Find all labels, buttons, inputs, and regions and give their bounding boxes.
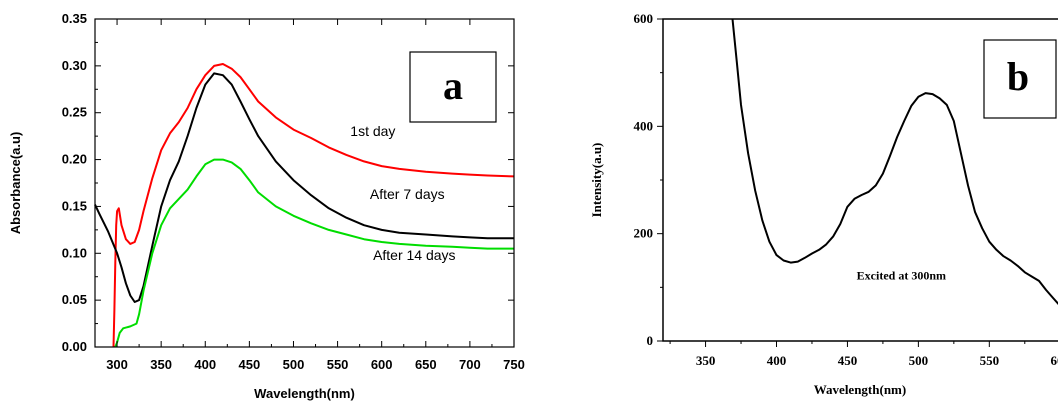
x-tick-label-a-5: 550 xyxy=(327,357,349,372)
y-tick-label-b-3: 600 xyxy=(634,11,654,26)
x-tick-label-b-0: 350 xyxy=(696,353,716,368)
x-tick-label-b-3: 500 xyxy=(909,353,929,368)
series-line-a-2 xyxy=(114,158,514,348)
y-tick-label-a-0: 0.00 xyxy=(62,339,87,354)
x-tick-label-a-7: 650 xyxy=(415,357,437,372)
y-tick-label-a-1: 0.05 xyxy=(62,292,87,307)
annotations-b: Excited at 300nm xyxy=(857,268,946,282)
x-tick-label-a-2: 400 xyxy=(194,357,216,372)
annotation-a-1: After 7 days xyxy=(370,186,445,202)
y-tick-label-b-2: 400 xyxy=(634,118,654,133)
plot-area-b xyxy=(731,18,1058,306)
series-line-a-1 xyxy=(94,72,514,303)
x-axis-title-a: Wavelength(nm) xyxy=(254,386,355,401)
y-axis-title-b: Intensity(a.u) xyxy=(589,143,604,218)
y-axis-a: 0.00 0.05 0.10 0.15 0.20 0.25 0.30 0.35 xyxy=(62,11,514,354)
y-tick-label-b-1: 200 xyxy=(634,226,654,241)
panel-letter-box-a xyxy=(409,51,497,123)
x-tick-label-a-4: 500 xyxy=(283,357,305,372)
y-tick-label-a-6: 0.30 xyxy=(62,58,87,73)
x-tick-label-a-3: 450 xyxy=(239,357,261,372)
x-tick-label-b-5: 600 xyxy=(1051,353,1058,368)
x-tick-label-b-4: 550 xyxy=(980,353,1000,368)
y-axis-b: 0 200 400 600 xyxy=(634,11,663,348)
x-axis-b: 350 400 450 500 550 600 xyxy=(669,341,1058,368)
y-tick-label-a-7: 0.35 xyxy=(62,11,87,26)
x-tick-label-b-1: 400 xyxy=(767,353,787,368)
annotation-b-0: Excited at 300nm xyxy=(857,268,946,282)
annotations-a: 1st day After 7 days After 14 days xyxy=(350,123,455,263)
y-tick-label-b-0: 0 xyxy=(647,333,654,348)
y-axis-title-a: Absorbance(a.u) xyxy=(8,132,23,235)
x-tick-label-a-6: 600 xyxy=(371,357,393,372)
x-tick-label-a-0: 300 xyxy=(106,357,128,372)
panel-letter-b: b xyxy=(1007,54,1029,99)
x-tick-label-b-2: 450 xyxy=(838,353,858,368)
plot-area-a xyxy=(94,63,515,348)
x-axis-title-b: Wavelength(nm) xyxy=(814,382,906,397)
annotation-a-0: 1st day xyxy=(350,123,395,139)
y-tick-label-a-3: 0.15 xyxy=(62,198,87,213)
x-axis-a: 300 350 400 450 500 550 600 650 700 750 xyxy=(94,19,525,372)
y-tick-label-a-5: 0.25 xyxy=(62,105,87,120)
y-tick-label-a-2: 0.10 xyxy=(62,245,87,260)
panel-letter-a: a xyxy=(443,63,463,108)
panel-letter-box-b xyxy=(983,39,1057,119)
chart-panel-a: 0.00 0.05 0.10 0.15 0.20 0.25 0.30 0.35 300 350 4… xyxy=(8,11,525,401)
series-line-b-0 xyxy=(731,18,1058,306)
chart-panel-b: 0 200 400 600 350 400 450 500 550 600 Wavelength… xyxy=(589,11,1058,397)
annotation-a-2: After 14 days xyxy=(373,247,456,263)
y-tick-label-a-4: 0.20 xyxy=(62,152,87,167)
x-tick-label-a-8: 700 xyxy=(459,357,481,372)
x-tick-label-a-1: 350 xyxy=(150,357,172,372)
series-line-a-0 xyxy=(112,63,515,348)
x-tick-label-a-9: 750 xyxy=(503,357,525,372)
